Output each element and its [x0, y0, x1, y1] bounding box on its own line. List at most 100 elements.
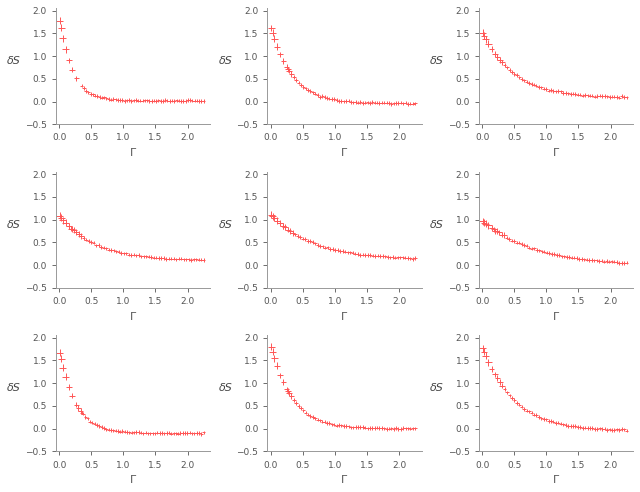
Point: [384, 425, 394, 432]
Point: [284, 389, 294, 397]
Point: [136, 252, 147, 260]
Point: [519, 405, 529, 413]
Point: [531, 411, 541, 419]
Point: [179, 255, 189, 263]
Point: [358, 423, 368, 431]
Point: [577, 255, 587, 263]
Point: [76, 82, 86, 90]
Point: [586, 256, 596, 264]
Point: [500, 385, 510, 393]
Point: [522, 242, 532, 249]
Point: [489, 225, 499, 233]
Point: [531, 82, 541, 90]
Point: [56, 355, 66, 363]
Point: [524, 79, 534, 87]
Point: [315, 416, 325, 424]
X-axis label: Γ: Γ: [553, 311, 559, 321]
Point: [194, 97, 204, 105]
X-axis label: Γ: Γ: [130, 311, 136, 321]
Point: [392, 253, 403, 261]
Point: [401, 99, 411, 107]
Point: [319, 418, 330, 426]
Point: [120, 97, 130, 105]
Point: [87, 419, 97, 427]
Point: [154, 429, 164, 437]
Point: [499, 231, 509, 239]
Point: [92, 421, 102, 429]
Point: [305, 237, 316, 245]
Point: [108, 95, 118, 103]
Point: [76, 232, 86, 240]
Point: [370, 252, 380, 260]
Point: [145, 430, 156, 437]
Point: [479, 218, 489, 226]
Point: [339, 422, 349, 430]
Point: [394, 99, 404, 107]
Point: [573, 91, 583, 98]
Point: [104, 246, 114, 254]
Point: [355, 423, 365, 431]
Point: [173, 96, 184, 104]
Point: [367, 424, 378, 432]
Point: [283, 226, 293, 234]
Point: [592, 92, 602, 100]
Point: [268, 212, 278, 220]
Point: [556, 88, 566, 95]
Y-axis label: δS: δS: [430, 383, 444, 394]
Point: [150, 430, 160, 437]
Point: [134, 428, 144, 436]
Point: [582, 92, 593, 99]
Point: [539, 248, 549, 256]
Point: [63, 222, 74, 230]
Point: [282, 62, 292, 70]
Point: [367, 252, 378, 260]
Point: [588, 424, 598, 432]
Point: [152, 429, 163, 437]
Point: [278, 222, 289, 230]
Point: [310, 414, 321, 422]
Point: [602, 257, 612, 265]
Point: [386, 100, 396, 108]
Point: [340, 247, 350, 255]
Point: [543, 417, 554, 425]
Point: [96, 243, 106, 251]
Point: [553, 419, 563, 427]
Point: [122, 96, 132, 104]
Point: [196, 97, 207, 105]
X-axis label: Γ: Γ: [553, 148, 559, 158]
Point: [396, 425, 406, 433]
Point: [269, 355, 280, 363]
Point: [514, 400, 524, 408]
Point: [308, 89, 318, 96]
Point: [184, 429, 195, 436]
Point: [616, 259, 627, 267]
Point: [186, 256, 196, 264]
Point: [296, 81, 306, 89]
Point: [282, 386, 292, 394]
Point: [289, 73, 299, 81]
Point: [372, 424, 382, 431]
Point: [353, 423, 363, 431]
Point: [507, 68, 517, 76]
Point: [502, 63, 512, 71]
Point: [141, 429, 151, 436]
Point: [290, 230, 300, 238]
Point: [614, 259, 624, 267]
Point: [578, 424, 588, 432]
Point: [99, 244, 109, 251]
Point: [117, 427, 127, 435]
Y-axis label: δS: δS: [430, 220, 444, 230]
Point: [126, 251, 136, 259]
Point: [394, 425, 404, 433]
Point: [369, 99, 380, 107]
Point: [570, 90, 580, 98]
Point: [607, 426, 617, 434]
Point: [116, 249, 126, 257]
Point: [353, 99, 363, 107]
Point: [193, 256, 204, 264]
Point: [111, 247, 122, 255]
Point: [56, 214, 66, 222]
Point: [607, 93, 617, 101]
Point: [398, 424, 408, 432]
Point: [327, 95, 337, 103]
